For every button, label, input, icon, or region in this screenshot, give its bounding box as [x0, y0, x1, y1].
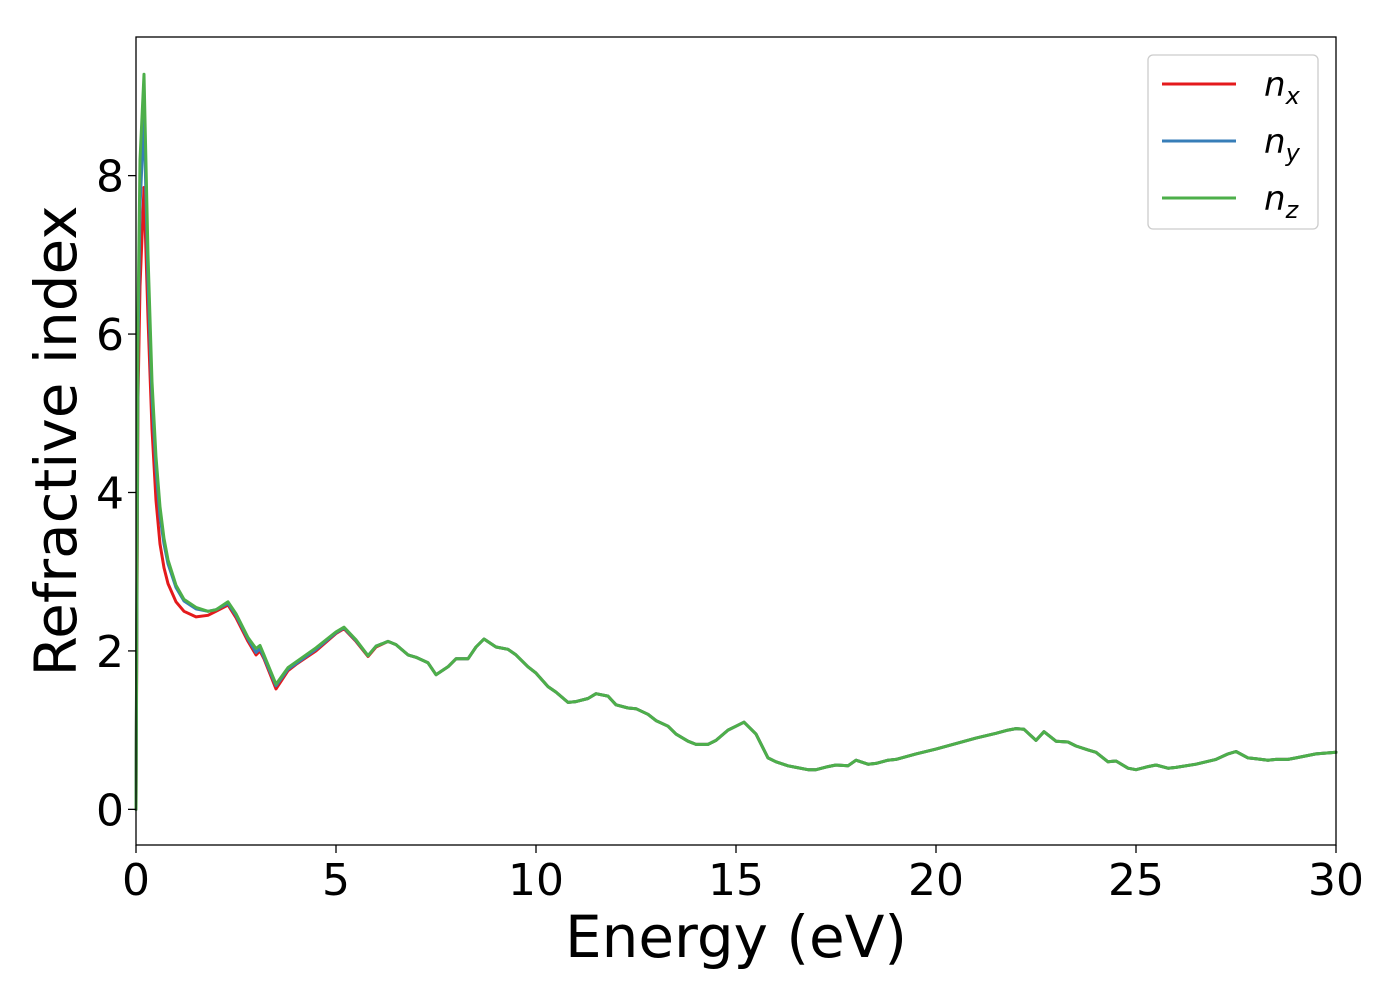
y-tick-label: 4 — [96, 468, 124, 519]
x-axis-title: Energy (eV) — [565, 903, 907, 971]
y-tick-label: 6 — [96, 310, 124, 361]
plot-lines — [134, 72, 1338, 811]
x-tick-label: 10 — [508, 855, 564, 906]
x-tick-label: 15 — [708, 855, 764, 906]
x-tick-label: 5 — [322, 855, 350, 906]
y-tick-label: 0 — [96, 785, 124, 836]
y-axis-title: Refractive index — [22, 205, 90, 676]
legend-label-x: nx — [1264, 65, 1301, 110]
x-axis-ticks: 0 5 10 15 20 25 30 — [122, 845, 1364, 906]
x-tick-label: 30 — [1308, 855, 1364, 906]
y-tick-label: 2 — [96, 627, 124, 678]
series-line-z — [134, 72, 1338, 811]
legend: nx ny nz — [1147, 54, 1319, 230]
y-axis-ticks: 0 2 4 6 8 — [96, 152, 136, 836]
y-tick-label: 8 — [96, 152, 124, 203]
legend-label-z: nz — [1264, 179, 1300, 224]
x-tick-label: 25 — [1108, 855, 1164, 906]
x-tick-label: 0 — [122, 855, 150, 906]
x-tick-label: 20 — [908, 855, 964, 906]
legend-label-y: ny — [1264, 122, 1301, 167]
